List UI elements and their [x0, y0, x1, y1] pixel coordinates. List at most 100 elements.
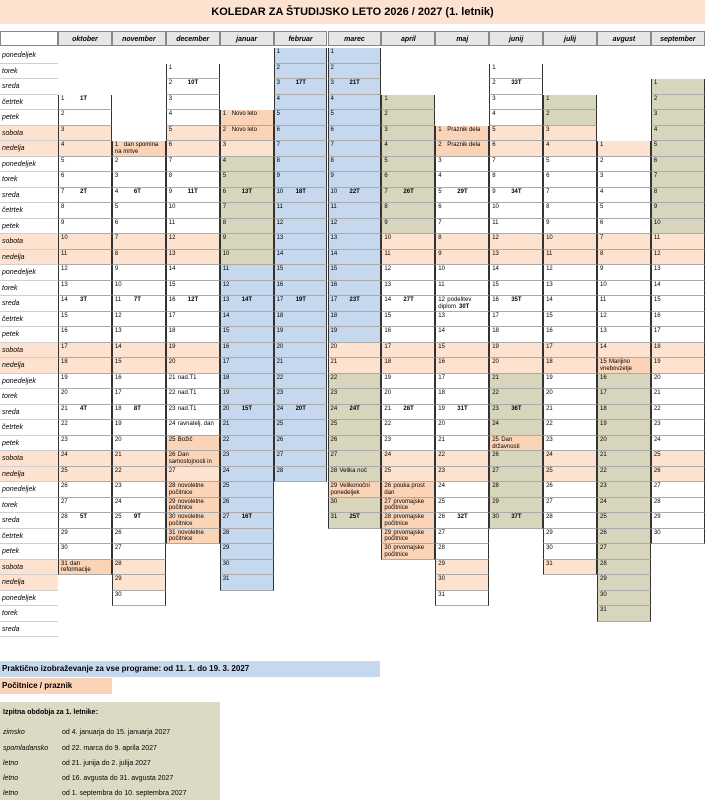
- day-cell: 19: [219, 389, 274, 405]
- day-number: 11: [546, 250, 553, 257]
- day-cell: 21 nad.T1: [165, 373, 220, 389]
- day-cell: 11: [597, 296, 651, 312]
- day-cell: 8: [327, 156, 382, 172]
- day-cell: 25: [543, 466, 597, 482]
- day-cell: 21: [273, 358, 328, 374]
- day-number: 12: [653, 250, 661, 257]
- day-number: 29: [492, 498, 499, 505]
- day-number: 17: [438, 374, 445, 381]
- day-number: 8: [222, 219, 227, 226]
- day-number: 4: [492, 111, 496, 117]
- day-cell: 25: [381, 466, 436, 482]
- weekday-label: torek: [0, 606, 58, 622]
- day-cell: 15: [111, 358, 166, 374]
- day-cell: 1: [165, 63, 220, 79]
- day-cell: 18: [58, 358, 112, 374]
- day-number: 7: [653, 173, 658, 179]
- day-cell: 8: [58, 203, 112, 219]
- day-number: 10: [168, 204, 176, 210]
- day-cell: 22 nad.T1: [165, 389, 220, 405]
- day-number: 23: [653, 421, 661, 427]
- day-cell: 26: [273, 435, 328, 451]
- day-cell: 20: [327, 342, 382, 358]
- day-cell: 14: [273, 249, 328, 265]
- day-number: 4: [546, 142, 550, 148]
- day-number: 21: [438, 436, 445, 443]
- day-cell: 22: [650, 404, 705, 420]
- day-cell: 15: [165, 280, 220, 296]
- weekday-label: sobota: [0, 342, 58, 358]
- day-cell: 18: [435, 389, 490, 405]
- day-number: 11: [653, 235, 661, 241]
- exam-text: od 4. januarja do 15. januarja 2027: [62, 729, 171, 736]
- day-number: 18: [276, 312, 284, 319]
- day-number: 18: [114, 405, 122, 412]
- month-header: september: [650, 31, 705, 46]
- day-cell: 20: [273, 342, 328, 358]
- day-number: 18: [384, 359, 392, 365]
- day-number: 22: [222, 436, 230, 443]
- day-number: 3: [222, 142, 227, 148]
- day-cell: 12: [165, 234, 220, 250]
- day-number: 19: [114, 421, 122, 427]
- day-number: 13: [114, 328, 122, 334]
- day-cell: 8: [597, 249, 651, 265]
- day-cell: 5: [597, 203, 651, 219]
- day-number: 1: [438, 126, 442, 133]
- day-cell: 5: [543, 156, 597, 172]
- day-note: Velika noč: [339, 467, 367, 474]
- day-number: 8: [546, 204, 550, 210]
- day-cell: 5: [219, 172, 274, 188]
- day-cell: 12: [597, 311, 651, 327]
- day-number: 23: [546, 436, 553, 443]
- day-number: 6: [222, 188, 227, 195]
- day-number: 5: [384, 157, 388, 164]
- day-note: novoletne počitnice: [168, 514, 204, 527]
- day-cell: 22: [597, 466, 651, 482]
- day-number: 26: [492, 452, 499, 458]
- day-cell: 12: [219, 280, 274, 296]
- day-cell: 18: [273, 311, 328, 327]
- day-note: prvomajske počitnice: [384, 545, 425, 558]
- day-number: 20: [492, 359, 499, 365]
- day-cell: 2 10T: [165, 79, 220, 95]
- exam-label: spomladansko: [3, 745, 49, 752]
- day-number: 28: [168, 483, 176, 489]
- day-cell: 4: [650, 125, 705, 141]
- day-number: 8: [330, 157, 334, 164]
- day-number: 18: [600, 405, 607, 412]
- day-number: 21: [61, 405, 68, 412]
- day-cell: 24: [597, 497, 651, 513]
- day-number: 10: [384, 235, 392, 241]
- day-number: 2: [438, 142, 442, 148]
- day-number: 21: [653, 390, 661, 396]
- day-cell: 17: [219, 358, 274, 374]
- weekday-label: četrtek: [0, 529, 58, 544]
- day-number: 9: [276, 173, 280, 179]
- day-number: 27: [276, 452, 284, 458]
- day-cell: 7 26T: [381, 187, 436, 203]
- day-number: 6: [276, 126, 280, 133]
- day-cell: 24: [489, 420, 544, 436]
- day-cell: 29: [489, 497, 544, 513]
- day-cell: 19: [597, 420, 651, 436]
- day-number: 27: [330, 452, 338, 458]
- day-cell: 27: [273, 451, 328, 467]
- day-number: 12: [222, 281, 230, 288]
- day-cell: 3 17T: [273, 79, 328, 95]
- week-number: 32T: [457, 514, 468, 520]
- day-number: 10: [653, 219, 661, 226]
- day-cell: 8: [165, 172, 220, 188]
- day-number: 22: [600, 467, 607, 474]
- day-cell: 24: [111, 497, 166, 513]
- day-note: Dan samostojnosti in: [168, 452, 212, 465]
- day-cell: 25: [273, 420, 328, 436]
- day-number: 29: [330, 483, 338, 489]
- day-number: 5: [61, 157, 65, 164]
- day-number: 18: [168, 328, 176, 334]
- day-cell: 8: [650, 187, 705, 203]
- day-cell: 10: [111, 280, 166, 296]
- day-number: 2: [168, 80, 173, 86]
- day-cell: 15: [435, 342, 490, 358]
- day-cell: 1: [327, 48, 382, 64]
